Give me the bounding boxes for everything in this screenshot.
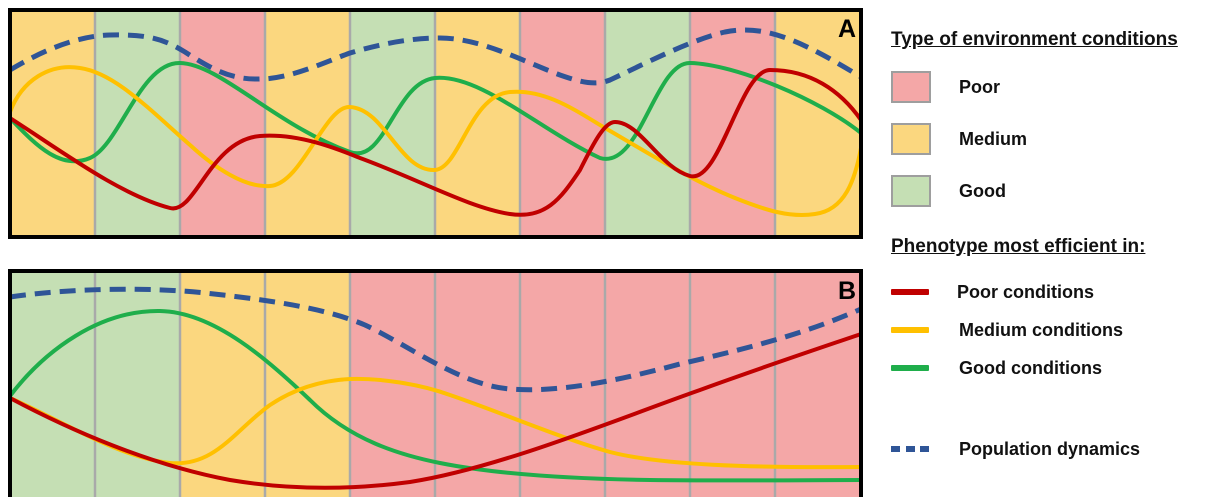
panel-b-column-5	[350, 271, 435, 497]
panel-a-column-1	[10, 10, 95, 237]
panel-a-column-6	[435, 10, 520, 237]
legend-item-medium: Medium	[891, 122, 1027, 156]
legend-item-population: Population dynamics	[891, 432, 1140, 466]
panel-a-frame	[8, 8, 863, 239]
panel-a-good-curve	[8, 60, 863, 164]
legend-item-good: Good	[891, 174, 1006, 208]
legend-label-medium-conditions: Medium conditions	[959, 319, 1123, 340]
legend-label-poor-conditions: Poor conditions	[957, 281, 1094, 302]
phenotype-legend-title: Phenotype most efficient in:	[891, 236, 1146, 257]
dash-segment	[891, 446, 900, 452]
panel-b-column-10	[775, 271, 861, 497]
panel-a-column-7	[520, 10, 605, 237]
panel-a-columns	[10, 10, 861, 237]
panel-b-population-curve	[9, 286, 863, 393]
dash-segment	[905, 446, 915, 452]
population-dash-swatch	[891, 446, 929, 452]
good-line-swatch	[891, 365, 929, 371]
conditions-legend-title: Type of environment conditions	[891, 29, 1178, 50]
legend-item-poor: Poor	[891, 70, 1000, 104]
legend-item-medium-conditions: Medium conditions	[891, 313, 1123, 347]
medium-line-swatch	[891, 327, 929, 333]
panel-b-frame	[8, 269, 863, 497]
panel-a-poor-curve	[8, 67, 863, 217]
legend-item-poor-conditions: Poor conditions	[891, 275, 1094, 309]
panel-b-column-1	[10, 271, 95, 497]
panel-b-column-9	[690, 271, 775, 497]
panel-b-good-curve	[8, 308, 862, 483]
medium-swatch	[891, 123, 931, 155]
dash-segment	[920, 446, 929, 452]
good-swatch	[891, 175, 931, 207]
panel-b-poor-curve	[9, 332, 862, 490]
panel-b-column-7	[520, 271, 605, 497]
panel-b-column-4	[265, 271, 350, 497]
poor-line-swatch	[891, 289, 929, 295]
poor-swatch	[891, 71, 931, 103]
legend-label-medium: Medium	[959, 128, 1028, 149]
panel-a: A	[8, 8, 863, 239]
panel-b-columns	[10, 271, 861, 497]
legend-label-good-conditions: Good conditions	[959, 357, 1102, 378]
panel-a-medium-curve	[8, 65, 863, 218]
legend-label-population: Population dynamics	[959, 438, 1141, 459]
panel-a-population-curve	[8, 27, 863, 86]
panel-b-column-2	[95, 271, 180, 497]
panel-b-separators	[93, 271, 777, 497]
panel-a-label: A	[838, 15, 856, 43]
panel-a-column-4	[265, 10, 350, 237]
legend-label-good: Good	[959, 180, 1006, 201]
legend-item-good-conditions: Good conditions	[891, 351, 1102, 385]
panel-b-label: B	[838, 277, 856, 305]
panel-a-separators	[93, 10, 777, 237]
panel-b: B	[8, 269, 863, 497]
legend-label-poor: Poor	[959, 76, 1001, 97]
panel-a-column-3	[180, 10, 265, 237]
